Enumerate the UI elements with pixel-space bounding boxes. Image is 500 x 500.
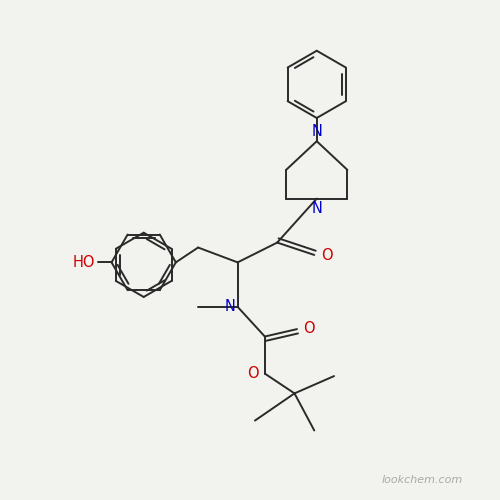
Text: N: N <box>312 200 322 216</box>
Text: lookchem.com: lookchem.com <box>382 475 462 485</box>
Text: HO: HO <box>72 255 95 270</box>
Text: O: O <box>248 366 259 381</box>
Text: O: O <box>303 320 314 336</box>
Text: N: N <box>312 124 322 139</box>
Text: O: O <box>320 248 332 264</box>
Text: N: N <box>224 300 235 314</box>
